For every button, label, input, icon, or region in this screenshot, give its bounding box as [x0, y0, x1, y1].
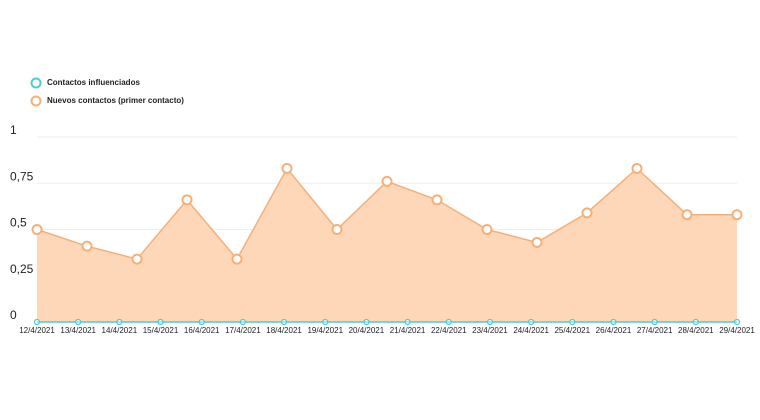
x-tick-label: 28/4/2021	[678, 326, 714, 335]
x-tick-label: 12/4/2021	[19, 326, 55, 335]
x-tick-label: 25/4/2021	[554, 326, 590, 335]
point	[431, 194, 443, 206]
x-tick-label: 22/4/2021	[431, 326, 467, 335]
x-tick-label: 24/4/2021	[513, 326, 549, 335]
point	[231, 253, 243, 265]
x-tick-label: 27/4/2021	[637, 326, 673, 335]
x-tick-label: 18/4/2021	[266, 326, 302, 335]
legend-label: Nuevos contactos (primer contacto)	[47, 96, 184, 105]
point	[481, 224, 493, 235]
x-tick-label: 19/4/2021	[307, 326, 343, 335]
x-tick-label: 17/4/2021	[225, 326, 261, 335]
y-tick-label: 0,25	[10, 262, 34, 276]
x-tick-label: 21/4/2021	[390, 326, 426, 335]
x-tick-label: 13/4/2021	[60, 326, 96, 335]
point	[681, 209, 693, 221]
x-tick-label: 23/4/2021	[472, 326, 508, 335]
y-tick-label: 0,5	[10, 216, 27, 230]
x-tick-label: 14/4/2021	[102, 326, 138, 335]
point	[31, 224, 43, 235]
point	[81, 240, 93, 252]
point	[281, 162, 293, 174]
legend-label: Contactos influenciados	[47, 78, 140, 87]
point	[181, 194, 193, 206]
legend-marker	[30, 77, 42, 89]
y-tick-label: 1	[10, 123, 17, 137]
point	[131, 253, 143, 265]
x-tick-label: 15/4/2021	[143, 326, 179, 335]
point	[381, 175, 393, 187]
legend-marker	[30, 95, 42, 107]
x-tick-label: 26/4/2021	[596, 326, 632, 335]
point	[531, 236, 543, 248]
x-tick-label: 20/4/2021	[349, 326, 385, 335]
x-tick-label: 29/4/2021	[719, 326, 755, 335]
point	[581, 207, 593, 219]
area	[37, 168, 737, 322]
y-tick-label: 0,75	[10, 169, 34, 183]
point	[331, 224, 343, 235]
y-tick-label: 0	[10, 308, 17, 322]
x-tick-label: 16/4/2021	[184, 326, 220, 335]
point	[731, 209, 743, 221]
point	[631, 162, 643, 174]
